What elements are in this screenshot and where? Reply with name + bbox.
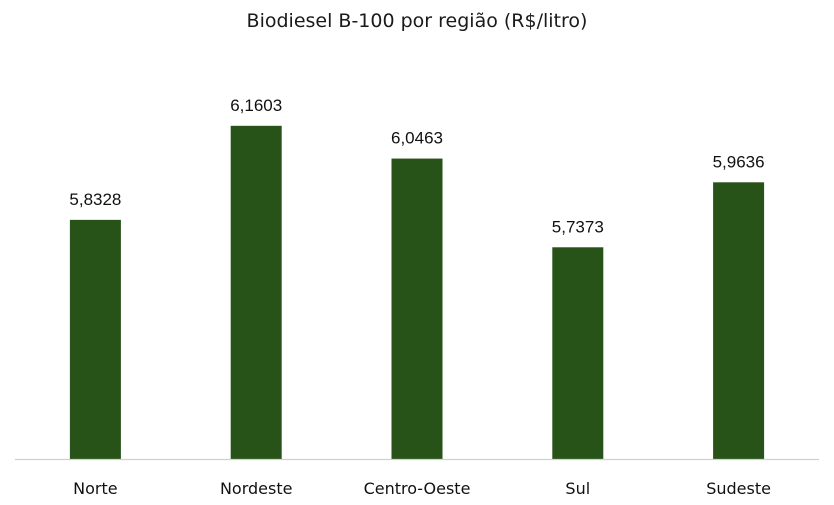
x-tick-label: Norte bbox=[73, 479, 117, 498]
data-label: 5,8328 bbox=[69, 190, 121, 209]
data-label: 5,7373 bbox=[552, 217, 604, 236]
chart-title: Biodiesel B-100 por região (R$/litro) bbox=[247, 10, 588, 32]
data-label: 6,0463 bbox=[391, 129, 443, 148]
x-tick-label: Centro-Oeste bbox=[364, 479, 471, 498]
data-label: 5,9636 bbox=[713, 152, 765, 171]
bar-centro-oeste bbox=[391, 158, 443, 459]
x-tick-label: Nordeste bbox=[220, 479, 293, 498]
x-tick-label: Sudeste bbox=[706, 479, 771, 498]
bar-nordeste bbox=[230, 125, 282, 460]
data-label: 6,1603 bbox=[230, 96, 282, 115]
x-tick-label: Sul bbox=[565, 479, 590, 498]
bar-norte bbox=[69, 219, 121, 459]
bar-sul bbox=[552, 247, 604, 459]
bar-sudeste bbox=[713, 182, 765, 459]
